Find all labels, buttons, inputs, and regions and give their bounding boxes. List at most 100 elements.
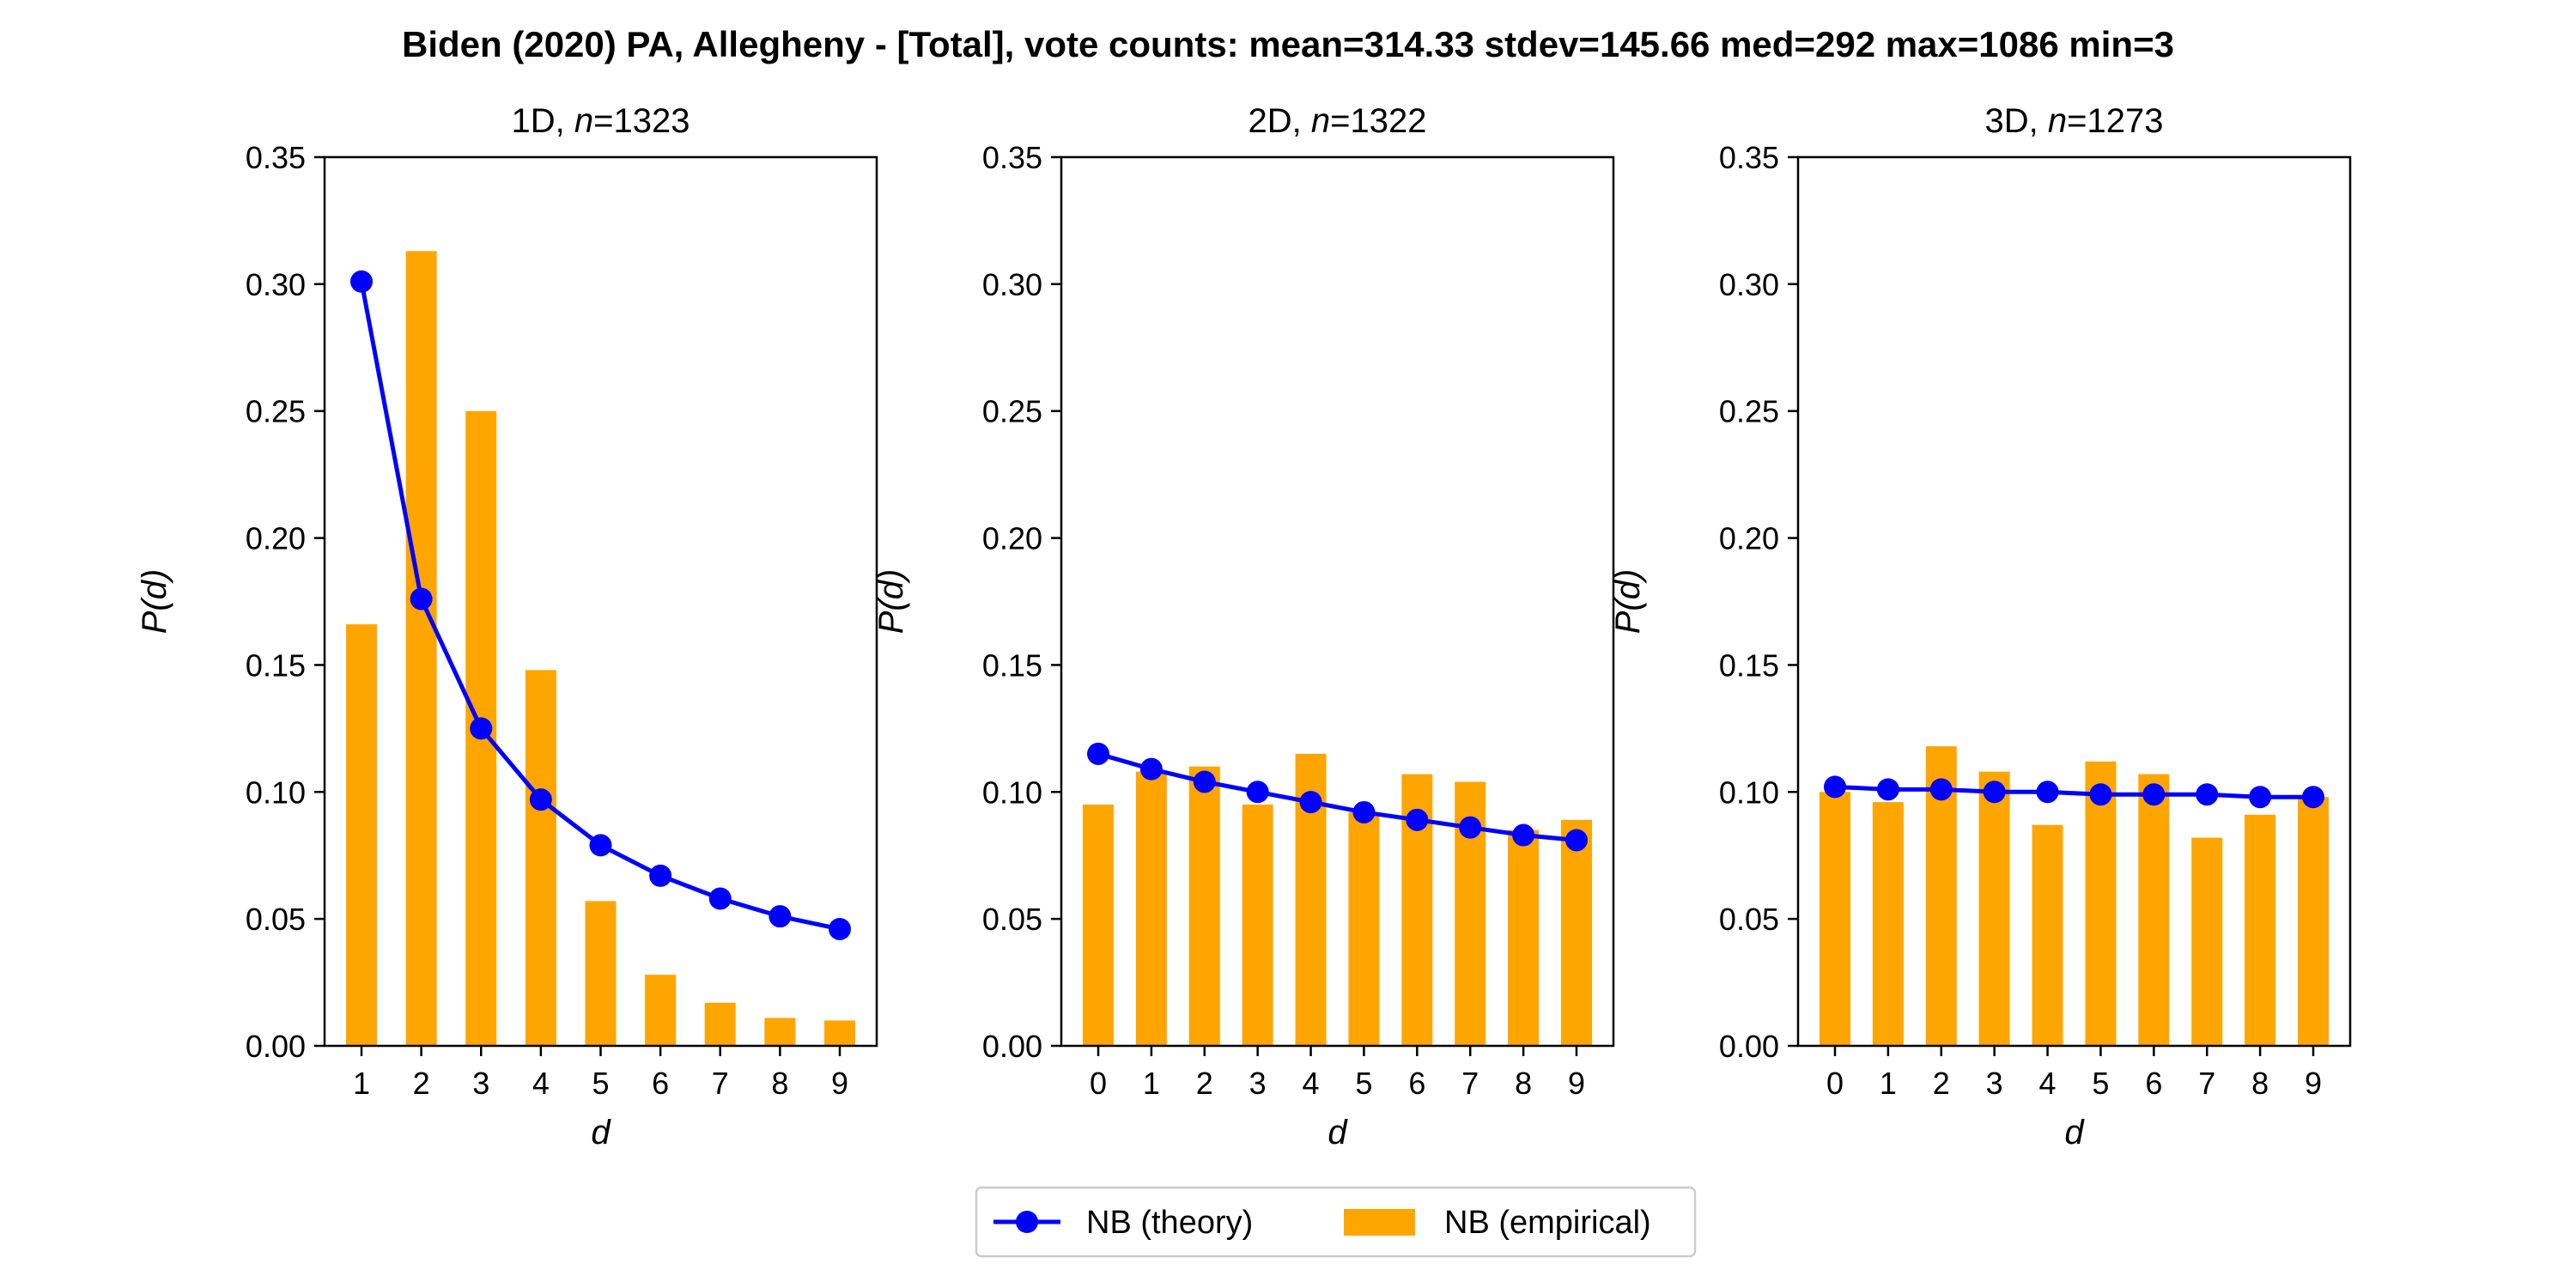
- panel-title-prefix: 1D,: [512, 102, 574, 140]
- x-tick-label: 1: [1143, 1066, 1160, 1101]
- theory-point-2: [1193, 770, 1216, 793]
- y-axis-label-pre: P(: [1609, 597, 1647, 635]
- theory-point-1: [1139, 757, 1163, 781]
- x-tick-label: 3: [1249, 1066, 1267, 1101]
- x-tick-label: 3: [1986, 1066, 2003, 1101]
- y-tick-label: 0.15: [1719, 647, 1779, 683]
- legend-empirical-swatch: [1344, 1209, 1415, 1236]
- y-tick-label: 0.35: [1719, 140, 1779, 175]
- x-tick-label: 9: [2305, 1066, 2322, 1101]
- theory-point-3: [1246, 781, 1269, 804]
- bar-6: [645, 975, 677, 1046]
- x-tick-label: 9: [1568, 1066, 1585, 1101]
- y-axis-label-var: d: [136, 579, 173, 599]
- bar-1: [1872, 802, 1904, 1046]
- bar-1: [346, 624, 377, 1046]
- bar-9: [1561, 819, 1592, 1046]
- y-tick-label: 0.00: [1719, 1029, 1779, 1064]
- bar-5: [2085, 761, 2117, 1046]
- theory-point-7: [708, 887, 732, 910]
- legend-theory-label: NB (theory): [1086, 1205, 1253, 1241]
- y-axis-label-post: ): [872, 569, 910, 584]
- theory-point-3: [470, 717, 493, 740]
- bar-8: [2245, 814, 2276, 1046]
- x-axis-label: d: [1327, 1114, 1348, 1151]
- legend-frame: [975, 1186, 1697, 1258]
- x-tick-label: 1: [353, 1066, 370, 1101]
- x-tick-label: 4: [1303, 1066, 1320, 1101]
- bar-8: [764, 1018, 796, 1046]
- theory-point-5: [2089, 783, 2112, 806]
- y-tick-label: 0.10: [982, 775, 1042, 810]
- theory-point-9: [829, 917, 851, 940]
- y-tick-label: 0.15: [982, 647, 1042, 683]
- y-tick-label: 0.25: [1719, 394, 1779, 429]
- y-axis-label-pre: P(: [872, 597, 910, 635]
- theory-point-0: [1824, 775, 1846, 799]
- panel-title-prefix: 2D,: [1249, 102, 1311, 140]
- y-tick-label: 0.20: [1719, 521, 1779, 556]
- theory-line: [1097, 751, 1577, 842]
- y-tick-label: 0.10: [1719, 775, 1779, 810]
- y-axis-label-var: d: [872, 579, 910, 599]
- x-axis-label: d: [2064, 1114, 2085, 1151]
- bar-1: [1135, 771, 1167, 1046]
- chart-panel-2: 2D, n=1322 0.00 0.05 0.10 0.15 0.20 0.25 0.30 0.…: [872, 102, 1615, 1151]
- theory-point-4: [1299, 791, 1322, 814]
- chart-panel-1: 1D, n=1323 0.00 0.05 0.10 0.15 0.20 0.25 0.30 0.…: [136, 102, 878, 1151]
- bar-9: [824, 1020, 855, 1046]
- y-tick-label: 0.10: [246, 775, 306, 810]
- bar-9: [2298, 797, 2329, 1046]
- y-tick-label: 0.30: [982, 267, 1042, 302]
- y-tick-label: 0.05: [1719, 902, 1779, 937]
- x-tick-label: 7: [1461, 1066, 1479, 1101]
- y-tick-label: 0.05: [246, 902, 306, 937]
- legend: NB (theory) NB (empirical): [975, 1186, 1697, 1258]
- x-tick-label: 2: [1933, 1066, 1950, 1101]
- x-axis-label: d: [591, 1114, 611, 1151]
- panel-title-value: =1323: [593, 102, 690, 140]
- x-tick-label: 8: [1515, 1066, 1532, 1101]
- y-tick-label: 0.00: [246, 1029, 306, 1064]
- y-axis-label: P(d): [1609, 569, 1647, 635]
- y-axis-label: P(d): [136, 569, 173, 635]
- y-tick-label: 0.35: [982, 140, 1042, 175]
- bar-0: [1820, 792, 1850, 1046]
- x-tick-label: 6: [2145, 1066, 2162, 1101]
- panel-title-n: n: [2048, 102, 2067, 140]
- bar-4: [2032, 824, 2063, 1046]
- y-tick-label: 0.35: [246, 140, 306, 175]
- bar-5: [1348, 811, 1380, 1046]
- theory-point-7: [1459, 816, 1482, 839]
- theory-point-8: [1512, 823, 1535, 847]
- x-tick-label: 5: [2092, 1066, 2109, 1101]
- theory-point-5: [1352, 800, 1376, 823]
- figure-title: Biden (2020) PA, Allegheny - [Total], vo…: [402, 24, 2174, 64]
- theory-point-9: [1565, 829, 1588, 852]
- theory-point-3: [1983, 781, 2006, 804]
- axes-frame: [1060, 155, 1615, 1048]
- x-tick-label: 6: [652, 1066, 669, 1101]
- y-tick-label: 0.05: [982, 902, 1042, 937]
- theory-point-8: [2249, 786, 2272, 809]
- y-axis-label-var: d: [1609, 579, 1647, 599]
- panel-title: 3D, n=1273: [1985, 102, 2164, 140]
- x-tick-label: 0: [1826, 1066, 1844, 1101]
- legend-theory-marker: [1016, 1211, 1038, 1233]
- x-tick-label: 6: [1408, 1066, 1425, 1101]
- x-tick-label: 8: [771, 1066, 788, 1101]
- y-tick-label: 0.30: [1719, 267, 1779, 302]
- panel-title-prefix: 3D,: [1985, 102, 2048, 140]
- y-tick-label: 0.20: [246, 521, 306, 556]
- x-tick-label: 5: [592, 1066, 609, 1101]
- x-tick-label: 4: [532, 1066, 550, 1101]
- x-tick-label: 9: [831, 1066, 848, 1101]
- panel-title-n: n: [574, 102, 593, 140]
- bar-2: [405, 251, 437, 1046]
- theory-point-7: [2196, 783, 2219, 806]
- x-tick-label: 2: [1196, 1066, 1213, 1101]
- theory-point-6: [2142, 783, 2166, 806]
- axes-frame: [1796, 155, 2352, 1048]
- theory-point-2: [1929, 778, 1953, 801]
